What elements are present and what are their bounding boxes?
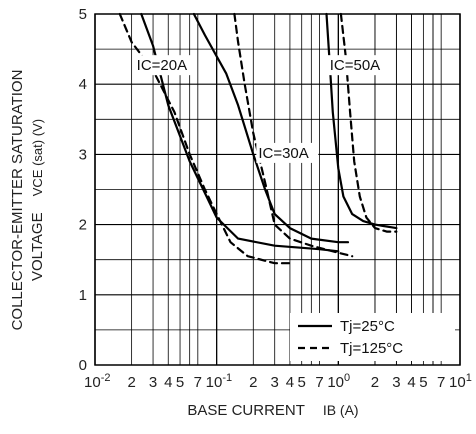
x-tick-label: 2 (249, 374, 257, 391)
y-tick-label: 4 (79, 76, 87, 93)
x-tick-label: 3 (392, 374, 400, 391)
series-line-ic-50a-25c (325, 12, 398, 230)
x-tick-label: 4 (286, 374, 294, 391)
x-tick-label: 5 (176, 374, 184, 391)
series-line-ic-30a-25c (192, 12, 350, 244)
y-tick-labels: 0 1 2 3 4 5 (79, 6, 87, 374)
x-tick-label: 10-2 (84, 372, 110, 391)
x-tick-label: 5 (419, 374, 427, 391)
plot-frame (94, 13, 461, 366)
y-axis-label: COLLECTOR-EMITTER SATURATION VOLTAGE VCE… (9, 70, 46, 331)
x-tick-label: 2 (371, 374, 379, 391)
x-tick-label: 2 (127, 374, 135, 391)
x-tick-label: 100 (327, 372, 350, 391)
series-line-ic-20a-25c (140, 12, 340, 253)
legend-box (290, 313, 455, 361)
series-line-ic-50a-125c (339, 12, 398, 233)
y-axis-label-line2-main: VOLTAGE (29, 212, 46, 281)
curve-label: IC=30A (258, 145, 308, 162)
x-tick-label: 4 (164, 374, 172, 391)
x-tick-label: 10-1 (206, 372, 232, 391)
series-line-ic-30a-125c (233, 12, 354, 258)
y-tick-label: 1 (79, 287, 87, 304)
y-tick-label: 0 (79, 357, 87, 374)
y-axis-label-line2-symbol: VCE (sat) (V) (30, 119, 45, 196)
y-axis-label-line2: VOLTAGE VCE (sat) (V) (29, 119, 46, 281)
y-axis-label-line1: COLLECTOR-EMITTER SATURATION (9, 70, 26, 331)
y-tick-label: 2 (79, 217, 87, 234)
x-tick-label: 101 (449, 372, 472, 391)
x-tick-label: 3 (149, 374, 157, 391)
curve-label-bg (134, 55, 197, 76)
curve-label: IC=50A (330, 57, 380, 74)
x-tick-label: 7 (315, 374, 323, 391)
x-axis-label-symbol: IB (A) (323, 402, 359, 418)
series-line-ic-20a-125c (118, 12, 291, 265)
x-tick-label: 7 (437, 374, 445, 391)
x-axis-label: BASE CURRENT IB (A) (187, 402, 358, 419)
curve-label: IC=20A (137, 57, 187, 74)
curve-label-bg (327, 55, 390, 76)
x-tick-label: 4 (407, 374, 415, 391)
legend: Tj=25°C Tj=125°C (290, 313, 455, 361)
legend-label: Tj=25°C (340, 318, 395, 335)
x-tick-label: 7 (194, 374, 202, 391)
curve-label-bg (256, 142, 319, 163)
legend-label: Tj=125°C (340, 340, 403, 357)
y-tick-label: 3 (79, 146, 87, 163)
y-tick-label: 5 (79, 6, 87, 23)
curve-labels: IC=20A IC=30A IC=50A (134, 55, 390, 163)
series-curves (118, 12, 398, 265)
x-tick-label: 5 (298, 374, 306, 391)
x-tick-label: 3 (271, 374, 279, 391)
x-axis-label-main: BASE CURRENT (187, 402, 304, 419)
x-tick-labels: 10-2 2 3 4 5 7 10-1 2 3 4 5 7 100 2 3 4 5 7 101 (84, 372, 472, 391)
